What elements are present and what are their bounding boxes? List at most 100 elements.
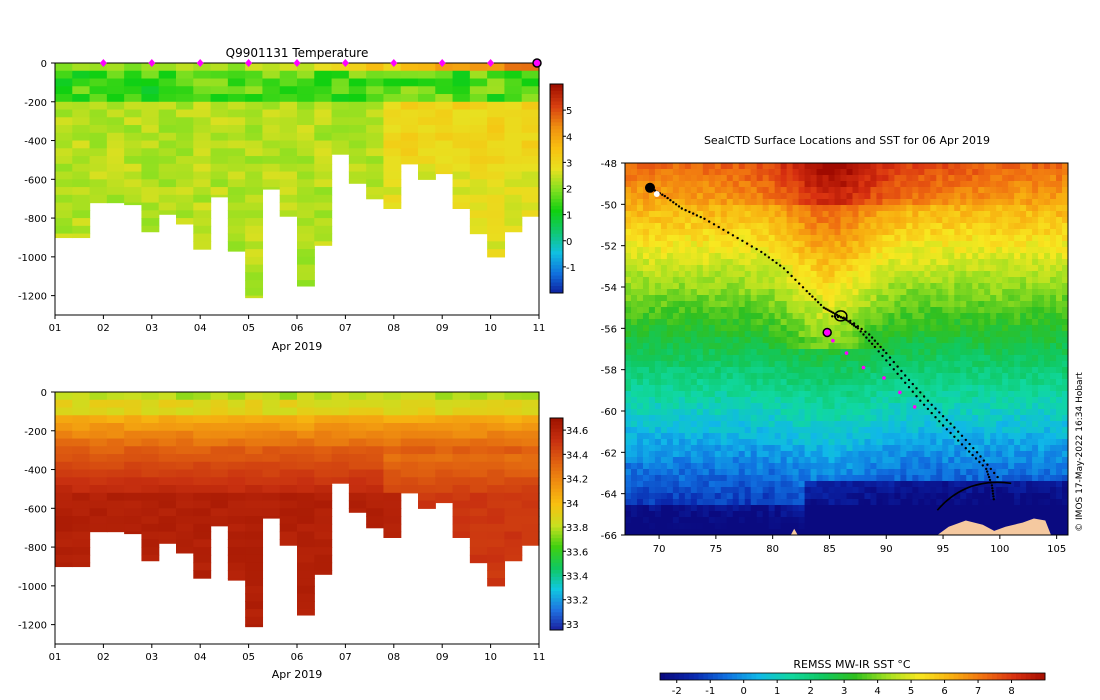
sst-cell (625, 253, 632, 260)
sst-cell (768, 265, 776, 272)
profile-cell (158, 140, 177, 149)
sst-cell (858, 259, 865, 266)
sst-cell (810, 331, 818, 338)
profile-cell (487, 454, 506, 463)
sst-cell (625, 175, 632, 182)
sst-cell (672, 439, 680, 446)
profile-cell (141, 500, 160, 509)
sst-cell (1008, 313, 1015, 320)
sst-cell (786, 451, 794, 458)
sst-cell (852, 427, 859, 434)
profile-cell (521, 399, 540, 409)
profile-cell (245, 233, 264, 242)
sst-cell (960, 211, 967, 218)
sst-cell (690, 223, 698, 230)
profile-cell (297, 454, 315, 463)
profile-cell (418, 423, 436, 432)
profile-cell (176, 485, 194, 494)
profile-cell (504, 187, 523, 196)
sst-cell (672, 199, 680, 206)
sst-cell (930, 163, 937, 170)
sst-cell (1020, 421, 1027, 428)
sst-cell (876, 367, 883, 374)
sst-cell (1020, 373, 1027, 380)
profile-cell (89, 78, 108, 87)
sst-cell (654, 397, 662, 404)
sst-cell (696, 163, 704, 170)
sst-cell (864, 379, 871, 386)
sst-cell (984, 391, 991, 398)
sst-cell (894, 379, 901, 386)
profile-cell (72, 63, 91, 72)
sst-cell (876, 421, 883, 428)
sst-cell (690, 247, 698, 254)
sst-cell (738, 349, 746, 356)
sst-cell (1038, 205, 1045, 212)
sst-cell (972, 187, 979, 194)
sst-cell (942, 385, 949, 392)
sst-cell (936, 421, 943, 428)
sst-cell (948, 409, 955, 416)
sst-cell (720, 313, 728, 320)
sst-cell (660, 211, 668, 218)
profile-cell (366, 415, 385, 424)
sst-cell (876, 277, 883, 284)
sst-cell (1062, 259, 1069, 266)
sst-cell (978, 211, 985, 218)
sst-cell (672, 307, 680, 314)
sst-cell (642, 253, 650, 260)
sst-cell (900, 415, 907, 422)
profile-cell (366, 140, 385, 149)
sst-cell (942, 283, 949, 290)
sst-cell (846, 187, 853, 194)
sst-cell (660, 337, 668, 344)
sst-cell (876, 289, 883, 296)
sst-cell (666, 175, 674, 182)
sst-cell (840, 163, 847, 170)
sst-cell (930, 379, 937, 386)
sst-cell (625, 289, 632, 296)
sst-cell (654, 199, 662, 206)
sst-cell (1044, 169, 1051, 176)
sst-cell (708, 385, 716, 392)
sst-cell (678, 391, 686, 398)
sst-cell (846, 403, 853, 410)
sst-cell (996, 331, 1003, 338)
sst-cell (732, 325, 740, 332)
sst-cell (954, 259, 961, 266)
sst-cell (882, 259, 889, 266)
sst-cell (966, 265, 973, 272)
sst-cell (936, 205, 943, 212)
sst-cell (654, 331, 662, 338)
sst-cell (1020, 283, 1027, 290)
sst-cell (636, 181, 644, 188)
profile-cell (469, 140, 488, 149)
profile-cell (210, 454, 229, 463)
sst-cell (852, 355, 859, 362)
sst-cell (672, 163, 680, 170)
profile-cell (89, 125, 108, 134)
sst-cell (714, 175, 722, 182)
profile-cell (521, 86, 540, 95)
profile-cell (55, 86, 73, 95)
sst-cell (864, 421, 871, 428)
profile-cell (366, 117, 385, 126)
profile-cell (400, 86, 419, 95)
colorbar-swatch (550, 251, 563, 256)
sst-cell (654, 307, 662, 314)
sst-cell (738, 307, 746, 314)
sst-cell (840, 301, 847, 308)
profile-cell (55, 508, 73, 517)
sst-cell (918, 241, 925, 248)
sst-cell (852, 433, 859, 440)
sst-cell (906, 409, 913, 416)
sst-cell (960, 295, 967, 302)
sst-cell (990, 283, 997, 290)
profile-cell (348, 156, 367, 165)
sst-cell (984, 421, 991, 428)
profile-cell (89, 163, 108, 173)
sst-cell (1050, 343, 1057, 350)
profile-cell (245, 249, 264, 258)
sst-cell (894, 373, 901, 380)
colorbar-swatch (550, 626, 563, 631)
